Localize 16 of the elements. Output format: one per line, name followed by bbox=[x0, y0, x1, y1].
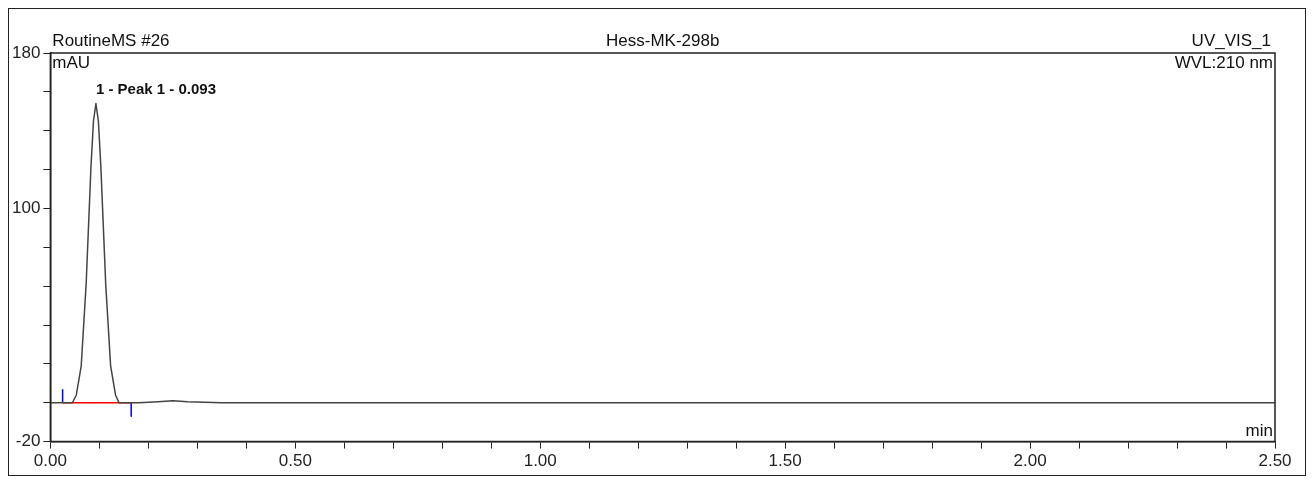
annotation: 1 - Peak 1 - 0.093 bbox=[95, 80, 217, 98]
x-axis-title: min bbox=[1245, 420, 1273, 440]
y-tick-label: 180 bbox=[11, 42, 41, 62]
x-tick-label: 0.50 bbox=[278, 451, 312, 471]
text: RoutineMS #26 bbox=[52, 31, 170, 51]
x-tick-label: 1.00 bbox=[523, 451, 557, 471]
annotation: WVL:210 nm bbox=[1174, 53, 1273, 73]
chart-title: Hess-MK-298b bbox=[605, 31, 720, 51]
x-tick-label: 0.00 bbox=[33, 451, 67, 471]
x-tick-label: 1.50 bbox=[768, 451, 802, 471]
text: UV_VIS_1 bbox=[1191, 31, 1271, 51]
x-tick-label: 2.00 bbox=[1013, 451, 1047, 471]
x-tick-label: 2.50 bbox=[1258, 451, 1292, 471]
y-tick-label: 100 bbox=[11, 198, 41, 218]
y-tick-label: -20 bbox=[15, 431, 41, 451]
y-axis-title: mAU bbox=[52, 53, 91, 73]
